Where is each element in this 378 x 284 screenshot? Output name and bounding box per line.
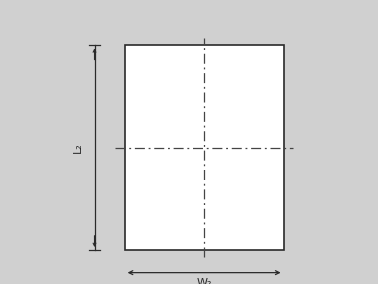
Bar <box>125 45 284 250</box>
Text: W₂: W₂ <box>196 278 212 284</box>
Text: L₂: L₂ <box>73 142 82 153</box>
